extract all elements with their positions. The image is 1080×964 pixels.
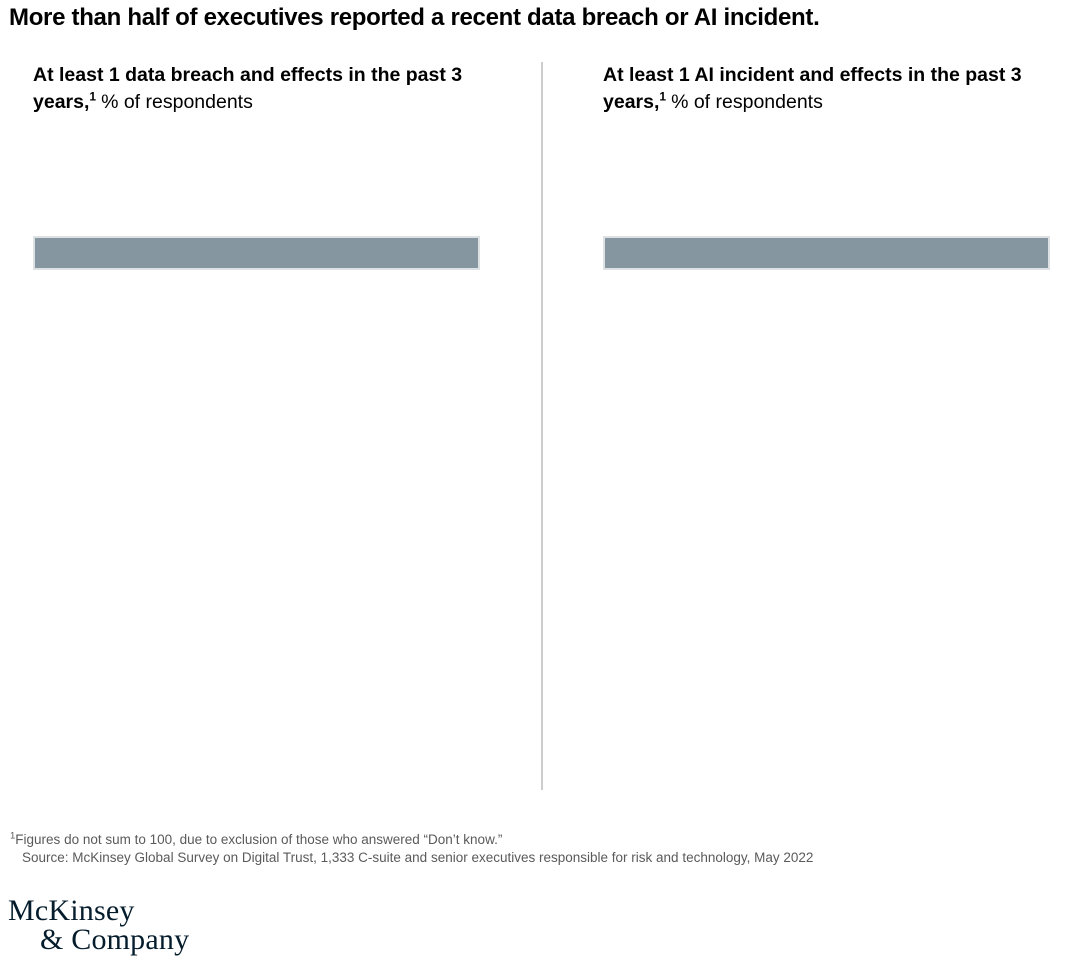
data-breach-bar-track [35, 238, 478, 268]
panel-divider [541, 62, 543, 790]
panel-ai-incident-subtitle-bold: At least 1 AI incident and effects in th… [603, 64, 1022, 113]
footnote-marker: 1 [89, 89, 97, 104]
panel-ai-incident-subtitle: At least 1 AI incident and effects in th… [603, 62, 1035, 116]
ai-incident-bar [605, 238, 1048, 268]
footnote-marker: 1 [10, 830, 16, 842]
panel-data-breach-subtitle: At least 1 data breach and effects in th… [33, 62, 465, 116]
mckinsey-logo-line1: McKinsey [8, 894, 135, 927]
source-line: Source: McKinsey Global Survey on Digita… [22, 850, 814, 865]
panel-data-breach-subtitle-unit: % of respondents [101, 91, 253, 113]
footnote: 1Figures do not sum to 100, due to exclu… [10, 831, 1060, 849]
mckinsey-logo-line2: & Company [40, 923, 190, 956]
panel-ai-incident: At least 1 AI incident and effects in th… [603, 62, 1048, 792]
panel-data-breach-subtitle-bold: At least 1 data breach and effects in th… [33, 64, 463, 113]
footnote-text: Figures do not sum to 100, due to exclus… [15, 832, 503, 847]
footnote-marker: 1 [659, 89, 667, 104]
exhibit-title: More than half of executives reported a … [9, 4, 820, 31]
mckinsey-logo: McKinsey & Company [8, 894, 190, 956]
panel-ai-incident-subtitle-unit: % of respondents [671, 91, 823, 113]
footnotes: 1Figures do not sum to 100, due to exclu… [10, 831, 1060, 867]
ai-incident-bar-track [605, 238, 1048, 268]
data-breach-bar [35, 238, 478, 268]
panel-data-breach: At least 1 data breach and effects in th… [33, 62, 478, 792]
